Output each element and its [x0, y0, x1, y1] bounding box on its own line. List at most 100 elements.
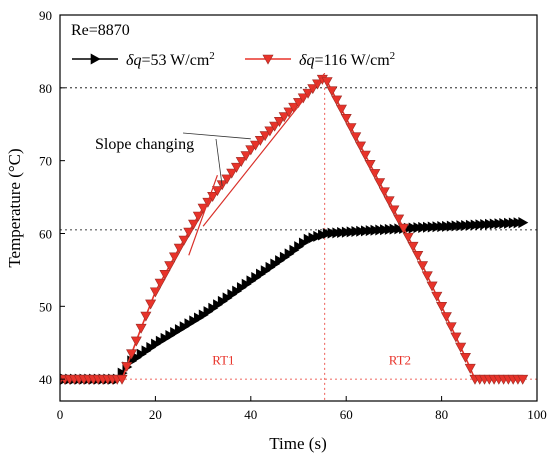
series-marker	[192, 211, 204, 222]
reference-lines	[60, 87, 537, 401]
y-axis-title: Temperature (°C)	[5, 148, 24, 267]
series-marker	[436, 302, 448, 312]
legend-entry-1: δq=53 W/cm2	[72, 50, 215, 69]
x-axis-title: Time (s)	[269, 434, 326, 453]
series-marker	[350, 132, 362, 143]
series-marker	[417, 261, 429, 272]
series-marker	[355, 141, 367, 152]
legend-entry-2: δq=116 W/cm2	[245, 50, 395, 69]
y-tick-label: 50	[39, 299, 52, 314]
series-marker	[412, 251, 424, 261]
legend-label: δq=53 W/cm2	[126, 50, 215, 69]
series-marker	[459, 353, 471, 363]
series-marker	[445, 322, 457, 333]
legend-marker	[90, 53, 101, 65]
legend-marker	[262, 54, 274, 65]
series-marker	[402, 232, 414, 243]
series-marker	[278, 112, 290, 123]
series-marker	[183, 227, 195, 238]
series-marker	[397, 223, 409, 234]
series-marker	[159, 269, 171, 280]
series-marker	[264, 126, 276, 137]
series-marker	[250, 140, 262, 151]
y-axis-ticks: 40 50 60 70 80 90	[39, 8, 65, 387]
slope-tangent-line	[202, 72, 326, 227]
series-marker	[154, 278, 166, 289]
series-marker	[407, 241, 419, 252]
series-marker	[211, 186, 223, 197]
series-marker	[254, 135, 266, 146]
slope-tangent-line	[188, 175, 218, 256]
series-marker	[421, 271, 433, 282]
x-tick-label: 0	[57, 407, 64, 422]
series-marker	[393, 214, 405, 225]
series-marker	[440, 312, 452, 323]
series-marker	[173, 243, 185, 254]
series-marker	[335, 104, 347, 115]
series-marker	[149, 287, 161, 298]
series-marker	[126, 349, 138, 360]
series-marker	[321, 77, 333, 88]
series-marker	[245, 145, 257, 156]
series-2	[60, 74, 529, 385]
annotation-leader-line	[182, 132, 251, 140]
x-tick-label: 40	[244, 407, 257, 422]
series-marker	[288, 102, 300, 113]
series-marker	[455, 342, 467, 353]
y-tick-label: 60	[39, 226, 52, 241]
series-marker	[259, 131, 271, 142]
series-marker	[345, 123, 357, 134]
series-marker	[221, 174, 233, 185]
series-marker	[273, 117, 285, 127]
reynolds-annotation: Re=8870	[71, 22, 130, 39]
legend: δq=53 W/cm2 δq=116 W/cm2	[72, 50, 395, 69]
series-marker	[426, 281, 438, 292]
series-marker	[226, 168, 238, 179]
series-marker	[121, 362, 133, 373]
series-marker	[326, 86, 338, 97]
x-axis-ticks: 0 20 40 60 80 100	[57, 396, 547, 422]
region-label-rt1: RT1	[212, 353, 234, 368]
series-marker	[518, 217, 529, 229]
y-tick-label: 90	[39, 8, 52, 23]
region-label-rt2: RT2	[389, 353, 411, 368]
series-marker	[116, 374, 128, 385]
annotation-leader-line	[215, 138, 223, 187]
slope-annotation: Slope changing	[95, 136, 194, 153]
x-tick-label: 100	[527, 407, 547, 422]
x-tick-label: 20	[149, 407, 162, 422]
series-marker	[464, 363, 476, 374]
series-marker	[331, 95, 343, 106]
series-marker	[359, 150, 371, 161]
series-marker	[164, 261, 176, 272]
region-labels: RT1 RT2	[212, 353, 411, 368]
y-tick-label: 70	[39, 154, 52, 169]
series-marker	[364, 160, 376, 170]
series-marker	[240, 151, 252, 162]
x-tick-label: 60	[340, 407, 353, 422]
series-marker	[374, 178, 386, 189]
series-layer	[60, 74, 529, 385]
series-marker	[178, 235, 190, 246]
series-1	[60, 217, 529, 385]
series-marker	[340, 114, 352, 124]
series-marker	[283, 107, 295, 118]
series-marker	[235, 157, 247, 168]
series-marker	[369, 169, 381, 180]
series-marker	[517, 374, 529, 385]
series-marker	[168, 252, 180, 263]
y-tick-label: 40	[39, 372, 52, 387]
series-marker	[383, 196, 395, 207]
series-marker	[269, 121, 281, 132]
series-marker	[297, 93, 309, 104]
series-marker	[431, 291, 443, 302]
series-marker	[312, 79, 324, 90]
series-marker	[388, 205, 400, 216]
legend-label: δq=116 W/cm2	[299, 50, 395, 69]
series-marker	[140, 311, 152, 322]
y-tick-label: 80	[39, 81, 52, 96]
series-marker	[378, 187, 390, 198]
series-marker	[145, 299, 157, 310]
plot-frame	[59, 14, 538, 402]
